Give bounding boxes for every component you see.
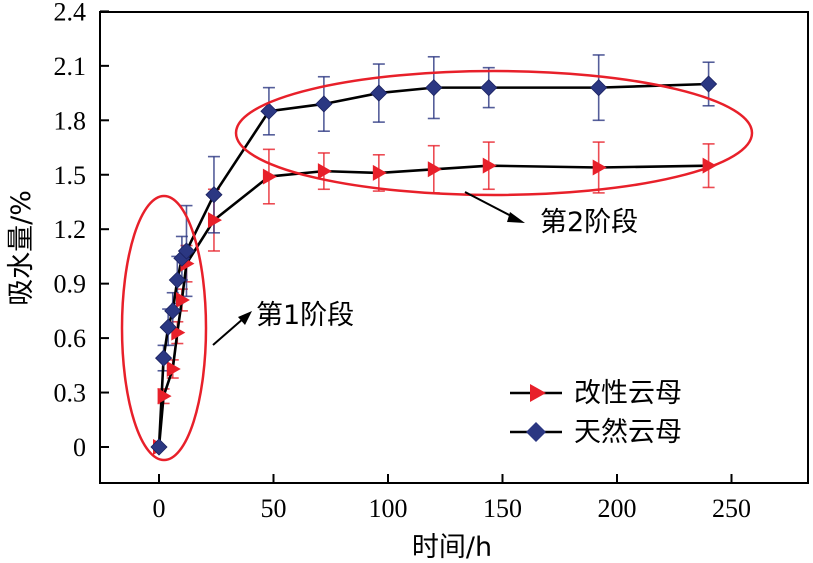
data-point-series-2 <box>700 75 718 93</box>
data-point-series-1 <box>592 159 607 176</box>
stage1-arrow <box>212 317 245 346</box>
data-point-series-1 <box>175 291 190 308</box>
x-tick-label: 150 <box>483 494 522 523</box>
stage2-ellipse <box>234 69 754 197</box>
data-point-series-2 <box>159 318 177 336</box>
x-axis-label: 时间/h <box>412 532 492 563</box>
data-point-series-2 <box>425 79 443 97</box>
stage2-label: 第2阶段 <box>540 207 638 238</box>
data-point-series-1 <box>166 360 181 377</box>
y-tick-label: 2.4 <box>54 0 87 26</box>
data-point-series-2 <box>590 79 608 97</box>
legend-marker-series-2 <box>526 422 546 442</box>
stage2-arrow <box>464 191 516 219</box>
stage1-arrowhead <box>238 311 252 325</box>
x-tick-label: 200 <box>598 494 637 523</box>
data-point-series-2 <box>260 102 278 120</box>
data-point-series-1 <box>262 168 277 185</box>
x-tick-label: 100 <box>369 494 408 523</box>
y-tick-labels: 0 0.3 0.6 0.9 1.2 1.5 1.8 2.1 2.4 <box>54 0 87 462</box>
legend-marker-series-1 <box>530 384 546 402</box>
data-point-series-1 <box>207 212 222 229</box>
legend-label-series-2: 天然云母 <box>574 417 682 448</box>
stage1-ellipse <box>120 194 208 462</box>
stage2-arrowhead <box>507 212 525 223</box>
y-tick-label: 0.6 <box>54 324 87 353</box>
x-tick-label: 0 <box>153 494 166 523</box>
data-point-series-1 <box>482 157 497 174</box>
y-tick-label: 0.3 <box>54 379 87 408</box>
y-tick-label: 1.2 <box>54 215 87 244</box>
data-point-series-1 <box>157 388 172 405</box>
data-point-series-2 <box>168 271 186 289</box>
data-point-series-2 <box>177 242 196 260</box>
data-point-series-2 <box>164 302 182 320</box>
data-point-series-1 <box>317 163 332 180</box>
x-tick-labels: 0 50 100 150 200 250 <box>153 494 752 523</box>
data-point-series-2 <box>480 79 498 97</box>
data-point-series-1 <box>372 164 387 181</box>
stage1-label: 第1阶段 <box>256 300 354 331</box>
y-tick-label: 1.8 <box>54 106 87 135</box>
axes <box>99 10 809 484</box>
data-point-series-1 <box>427 161 442 178</box>
x-tick-label: 250 <box>712 494 751 523</box>
legend: 改性云母 天然云母 <box>510 378 682 448</box>
y-tick-label: 2.1 <box>54 52 87 81</box>
legend-label-series-1: 改性云母 <box>574 378 682 409</box>
x-tick-label: 50 <box>261 494 287 523</box>
y-tick-label: 0 <box>73 433 86 462</box>
series-markers <box>150 75 718 456</box>
y-axis-label: 吸水量/% <box>6 190 37 306</box>
data-point-series-2 <box>315 95 333 113</box>
data-point-series-2 <box>155 349 173 367</box>
y-tick-label: 0.9 <box>54 270 87 299</box>
data-point-series-2 <box>150 438 168 456</box>
data-point-series-1 <box>702 157 717 174</box>
plot-frame <box>99 11 809 484</box>
series-line-1 <box>157 164 709 448</box>
y-tick-label: 1.5 <box>54 161 87 190</box>
data-point-series-2 <box>370 84 388 102</box>
data-point-series-2 <box>205 186 223 204</box>
